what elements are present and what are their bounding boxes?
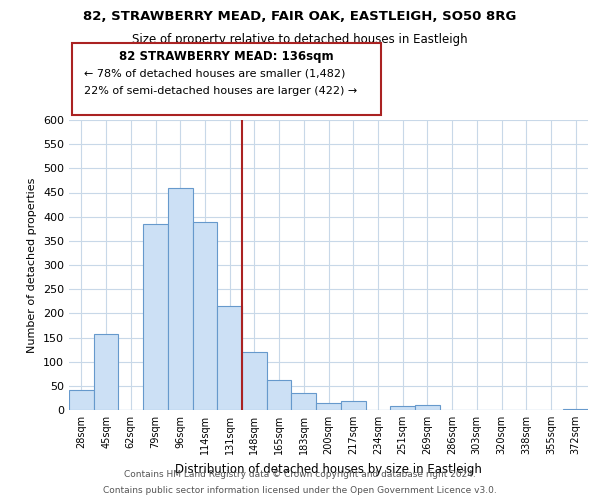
Y-axis label: Number of detached properties: Number of detached properties [28,178,37,352]
Bar [341,402,365,410]
Bar [415,405,440,410]
Bar [316,403,341,410]
Bar [193,222,217,410]
Text: Contains HM Land Registry data © Crown copyright and database right 2024.: Contains HM Land Registry data © Crown c… [124,470,476,479]
Text: 22% of semi-detached houses are larger (422) →: 22% of semi-detached houses are larger (… [84,86,357,96]
Text: Contains public sector information licensed under the Open Government Licence v3: Contains public sector information licen… [103,486,497,495]
Text: Size of property relative to detached houses in Eastleigh: Size of property relative to detached ho… [132,32,468,46]
X-axis label: Distribution of detached houses by size in Eastleigh: Distribution of detached houses by size … [175,462,482,475]
Bar [143,224,168,410]
Bar [563,408,588,410]
Bar [292,393,316,410]
Bar [267,380,292,410]
Bar [168,188,193,410]
Bar [390,406,415,410]
Text: ← 78% of detached houses are smaller (1,482): ← 78% of detached houses are smaller (1,… [84,69,346,79]
Bar [94,334,118,410]
Bar [217,306,242,410]
Bar [242,352,267,410]
Bar [69,390,94,410]
Text: 82, STRAWBERRY MEAD, FAIR OAK, EASTLEIGH, SO50 8RG: 82, STRAWBERRY MEAD, FAIR OAK, EASTLEIGH… [83,10,517,23]
Text: 82 STRAWBERRY MEAD: 136sqm: 82 STRAWBERRY MEAD: 136sqm [119,50,334,63]
